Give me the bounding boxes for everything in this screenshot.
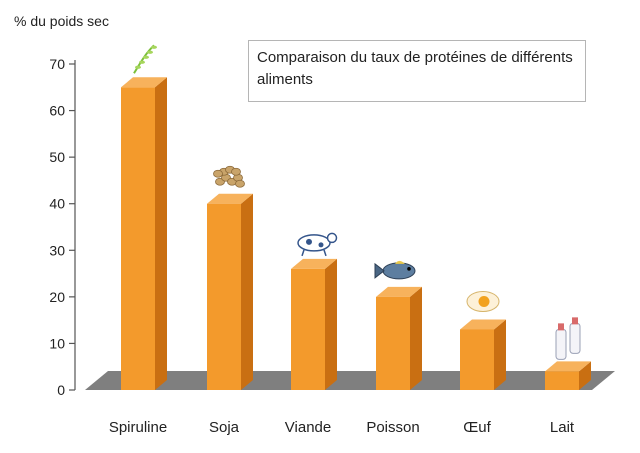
bar-side [241, 193, 253, 390]
soybeans-icon [213, 165, 245, 188]
y-tick-label: 60 [49, 103, 65, 119]
fried-egg-icon [466, 290, 500, 312]
bar-top [376, 286, 422, 297]
chart-title: Comparaison du taux de protéines de diff… [248, 40, 586, 102]
bar [545, 371, 579, 390]
spirulina-sprig-icon [133, 44, 157, 74]
bar-side [325, 258, 337, 390]
y-tick-label: 40 [49, 196, 65, 212]
y-tick-label: 20 [49, 289, 65, 305]
bar-top [460, 319, 506, 330]
bar-side [494, 319, 506, 390]
bar-side [155, 77, 167, 391]
bar [121, 87, 155, 391]
x-tick-label: Soja [209, 419, 240, 436]
y-axis-label: % du poids sec [14, 13, 109, 29]
bar-top [121, 77, 167, 88]
y-tick-label: 0 [57, 382, 65, 398]
fish-icon [374, 260, 416, 280]
y-tick-label: 10 [49, 335, 65, 351]
bar-top [207, 193, 253, 204]
cow-icon [297, 232, 338, 257]
x-tick-label: Poisson [366, 419, 419, 436]
bar-top [545, 361, 591, 372]
bar-top [291, 258, 337, 269]
x-tick-label: Viande [285, 419, 331, 436]
y-tick-label: 50 [49, 149, 65, 165]
milk-bottles-icon [555, 317, 581, 360]
x-tick-label: Spiruline [109, 419, 167, 436]
bar [460, 329, 494, 390]
bar [207, 203, 241, 390]
bar-side [579, 361, 591, 390]
x-tick-label: Œuf [463, 419, 491, 436]
bar-side [410, 286, 422, 390]
y-tick-label: 70 [49, 56, 65, 72]
bar [291, 268, 325, 390]
x-tick-label: Lait [550, 419, 575, 436]
y-tick-label: 30 [49, 242, 65, 258]
bar [376, 296, 410, 390]
